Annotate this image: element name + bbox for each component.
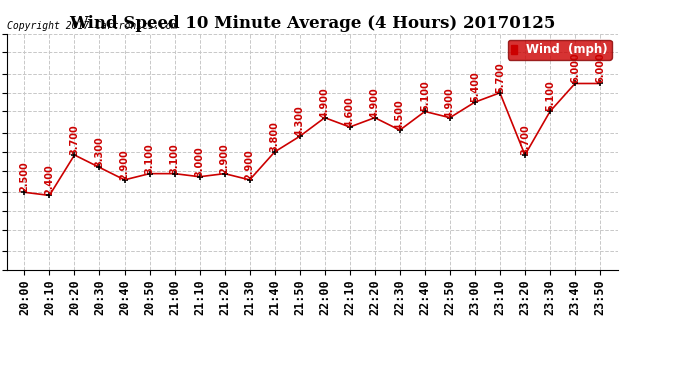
- Text: 4.600: 4.600: [345, 96, 355, 127]
- Text: 3.100: 3.100: [170, 143, 179, 174]
- Text: 4.900: 4.900: [319, 87, 330, 118]
- Text: 4.500: 4.500: [395, 99, 405, 130]
- Text: 3.700: 3.700: [70, 124, 79, 155]
- Text: 4.300: 4.300: [295, 106, 305, 136]
- Text: 2.900: 2.900: [219, 143, 230, 174]
- Text: 2.400: 2.400: [44, 165, 55, 195]
- Text: 6.000: 6.000: [595, 53, 605, 84]
- Text: 2.900: 2.900: [245, 149, 255, 180]
- Legend: Wind  (mph): Wind (mph): [508, 40, 611, 60]
- Text: 3.000: 3.000: [195, 146, 205, 177]
- Text: 6.000: 6.000: [570, 53, 580, 84]
- Text: 5.400: 5.400: [470, 71, 480, 102]
- Title: Wind Speed 10 Minute Average (4 Hours) 20170125: Wind Speed 10 Minute Average (4 Hours) 2…: [69, 15, 555, 32]
- Text: 4.900: 4.900: [370, 87, 380, 118]
- Text: 3.800: 3.800: [270, 121, 279, 152]
- Text: 5.100: 5.100: [545, 81, 555, 111]
- Text: 2.900: 2.900: [119, 149, 130, 180]
- Text: 2.500: 2.500: [19, 162, 30, 192]
- Text: 3.700: 3.700: [520, 124, 530, 155]
- Text: Copyright 2017 Cartronics.com: Copyright 2017 Cartronics.com: [7, 21, 177, 32]
- Text: 5.100: 5.100: [420, 81, 430, 111]
- Text: 4.900: 4.900: [445, 87, 455, 118]
- Text: 5.700: 5.700: [495, 62, 505, 93]
- Text: 3.100: 3.100: [144, 143, 155, 174]
- Text: 3.300: 3.300: [95, 136, 104, 167]
